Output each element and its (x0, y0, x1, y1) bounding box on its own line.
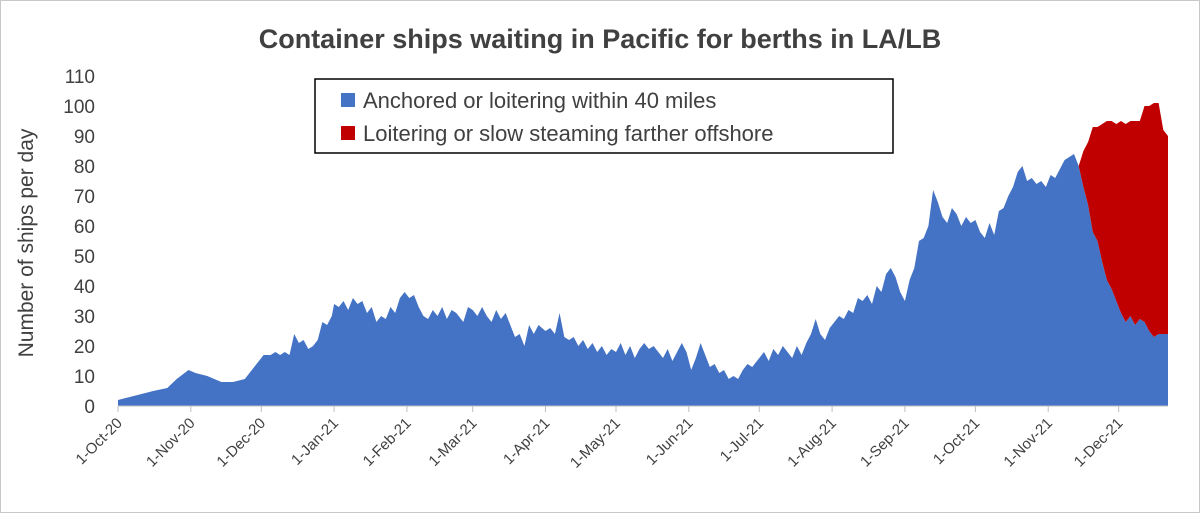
x-tick-label: 1-Mar-21 (425, 415, 480, 470)
x-tick-label: 1-Apr-21 (500, 415, 553, 468)
series-area-anchored (118, 154, 1168, 406)
legend-label-anchored: Anchored or loitering within 40 miles (363, 88, 716, 113)
x-tick-label: 1-Oct-21 (930, 415, 983, 468)
y-tick-label: 50 (74, 247, 95, 268)
x-axis-ticks: 1-Oct-20 1-Nov-20 1-Dec-20 1-Jan-21 1-Feb-21… (73, 406, 1127, 472)
legend-label-offshore: Loitering or slow steaming farther offsh… (363, 121, 773, 146)
x-tick-label: 1-Nov-20 (143, 415, 199, 471)
series-area-offshore (1078, 103, 1168, 337)
x-tick-label: 1-Jun-21 (643, 415, 697, 469)
y-tick-label: 20 (74, 337, 95, 358)
x-tick-label: 1-Jul-21 (717, 415, 767, 465)
y-tick-label: 30 (74, 307, 95, 328)
x-tick-label: 1-Feb-21 (360, 415, 415, 470)
plot-areas (118, 103, 1168, 406)
x-tick-label: 1-Jan-21 (288, 415, 342, 469)
x-tick-label: 1-Nov-21 (1000, 415, 1056, 471)
y-axis-ticks: 0 10 20 30 40 50 60 70 80 90 100 110 (63, 67, 95, 418)
y-tick-label: 60 (74, 217, 95, 238)
y-tick-label: 0 (84, 397, 95, 418)
x-tick-label: 1-Sep-21 (857, 415, 913, 471)
chart-title: Container ships waiting in Pacific for b… (259, 24, 942, 54)
legend-swatch-anchored (341, 93, 355, 107)
x-tick-label: 1-Dec-20 (213, 415, 269, 471)
x-tick-label: 1-May-21 (567, 415, 624, 472)
y-tick-label: 70 (74, 187, 95, 208)
y-axis-label: Number of ships per day (15, 128, 38, 357)
y-tick-label: 100 (63, 97, 95, 118)
legend-box (314, 78, 894, 154)
y-tick-label: 110 (65, 67, 95, 88)
x-tick-label: 1-Aug-21 (784, 415, 840, 471)
y-tick-label: 80 (74, 157, 95, 178)
x-tick-label: 1-Dec-21 (1071, 415, 1127, 471)
legend: Anchored or loitering within 40 miles Lo… (314, 78, 894, 154)
y-tick-label: 10 (74, 367, 95, 388)
y-tick-label: 90 (74, 127, 95, 148)
legend-swatch-offshore (341, 126, 355, 140)
x-tick-label: 1-Oct-20 (73, 415, 126, 468)
y-tick-label: 40 (74, 277, 95, 298)
